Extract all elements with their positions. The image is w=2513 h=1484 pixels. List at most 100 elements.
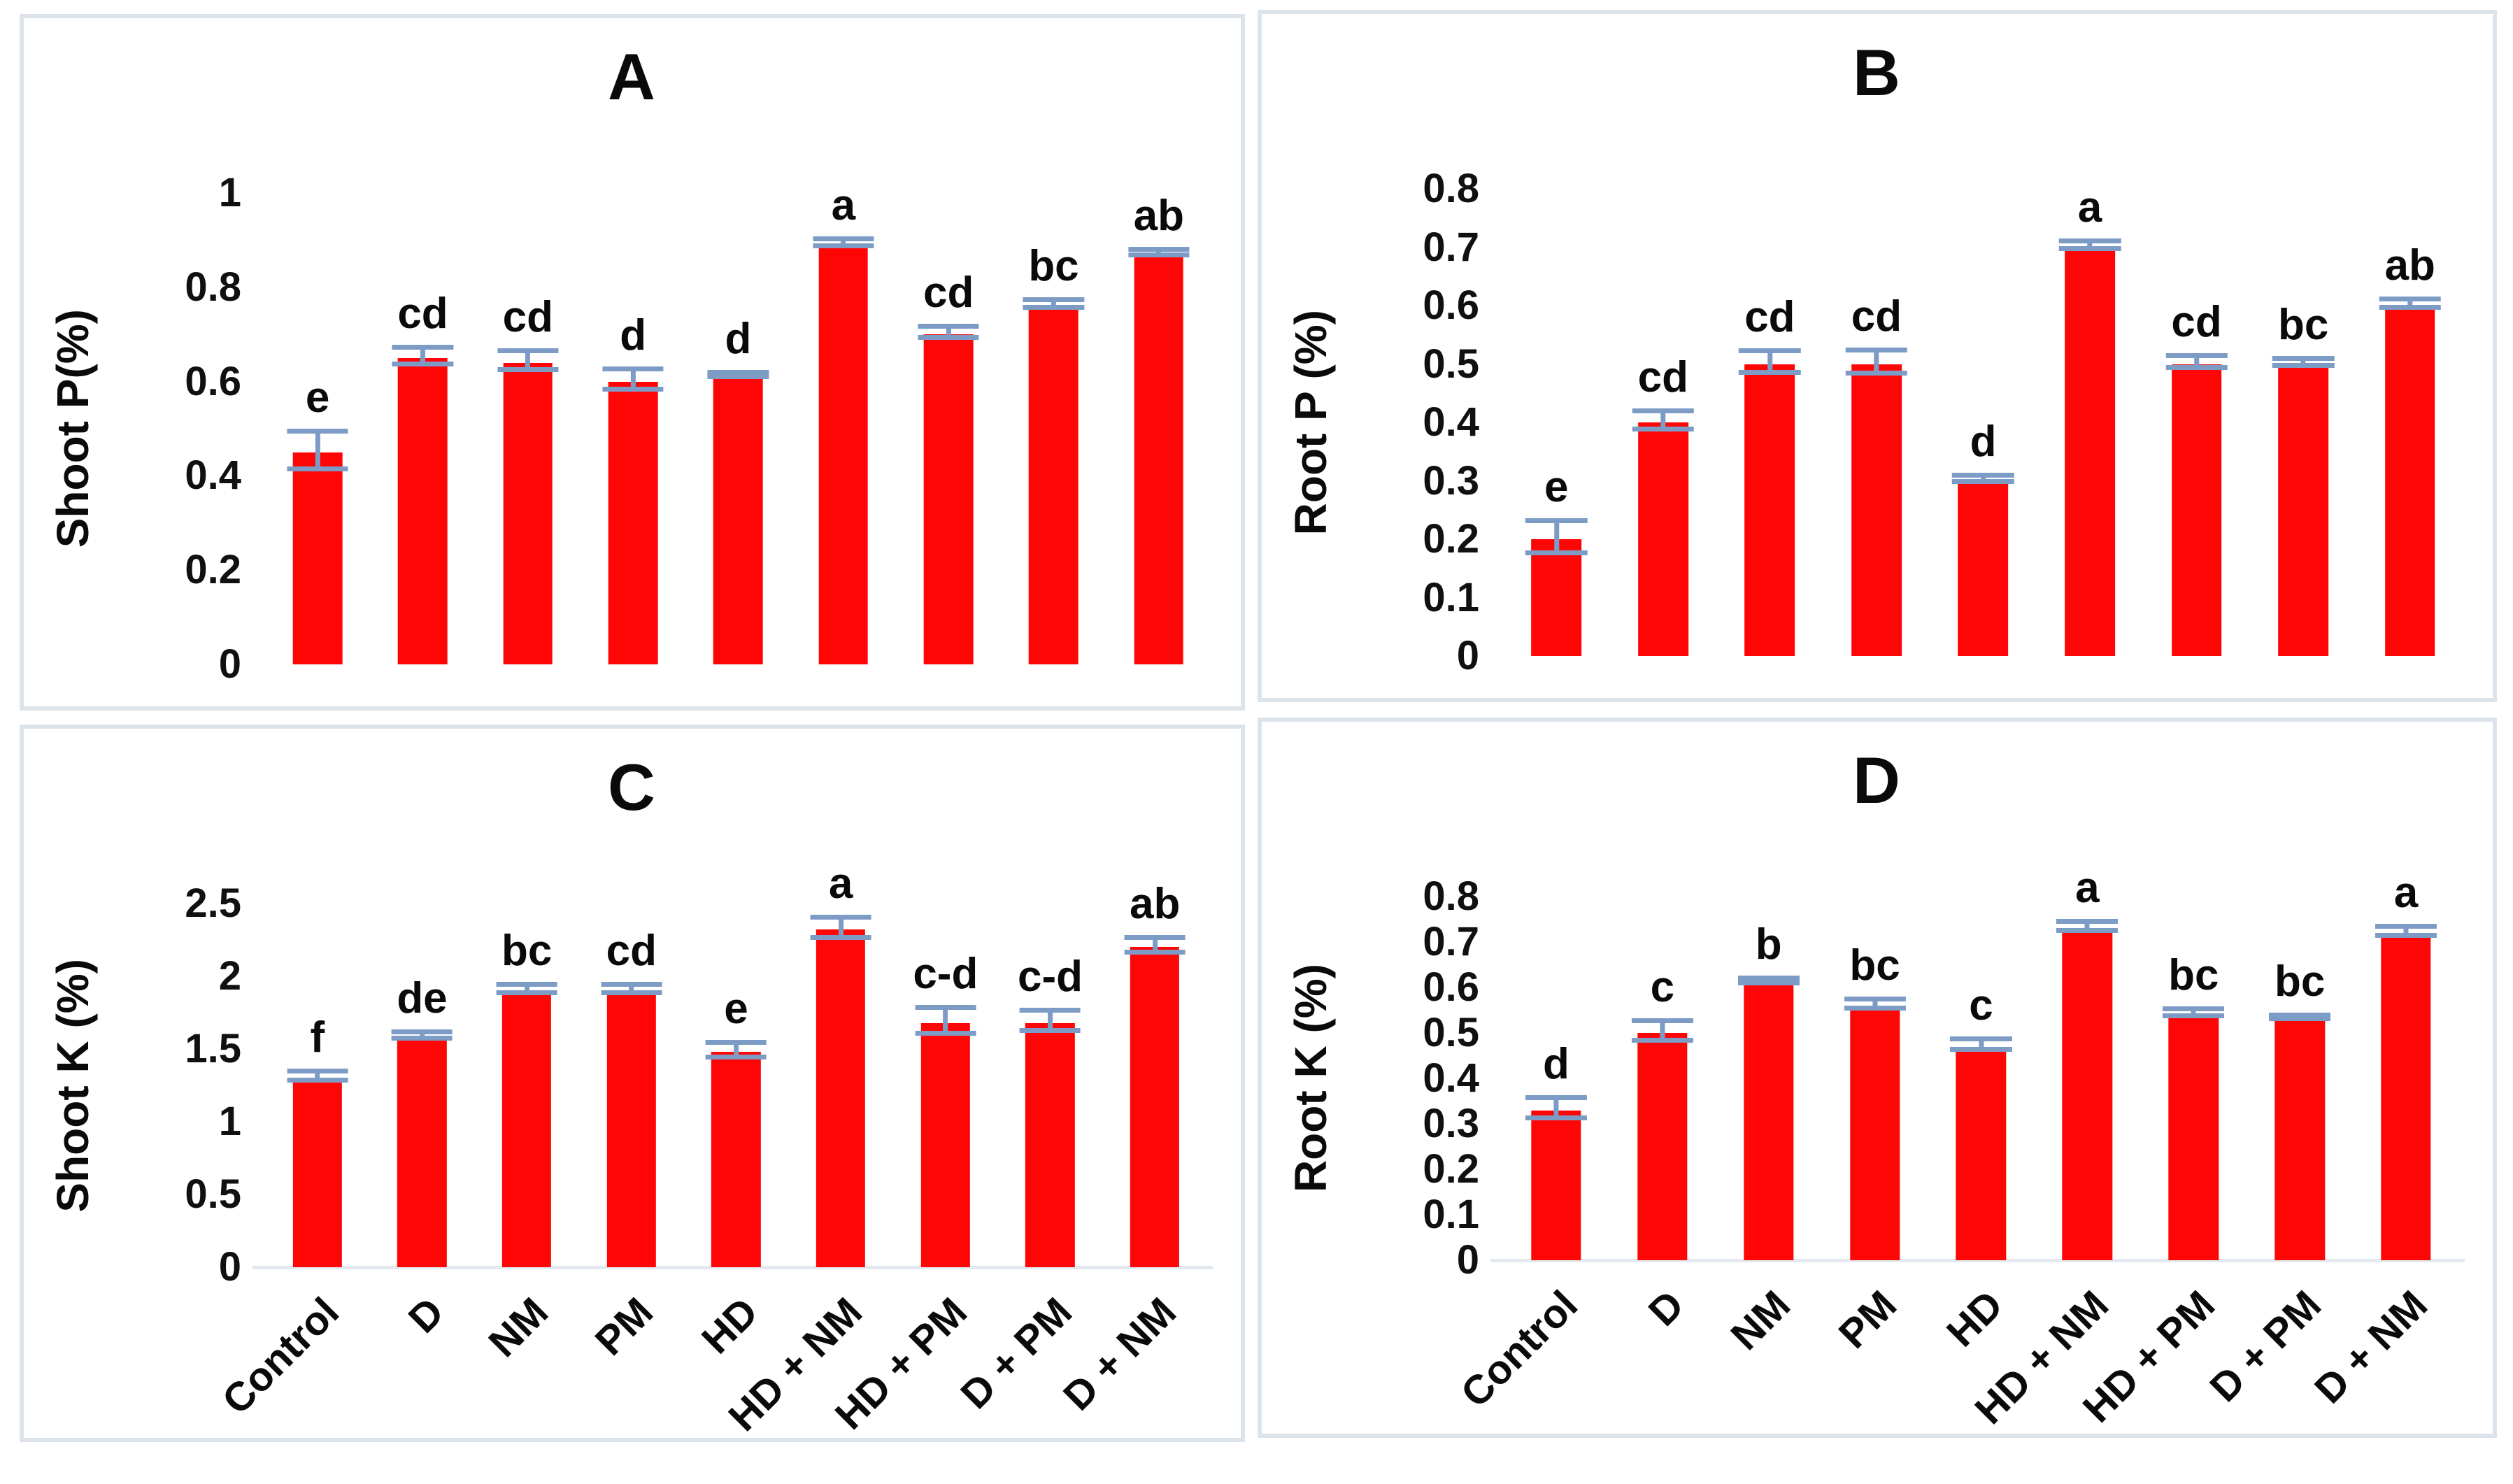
- error-bar-whisker: [2194, 358, 2200, 370]
- bar: [292, 452, 343, 664]
- bar-slot: bc: [1001, 193, 1106, 664]
- significance-letter: c-d: [1017, 953, 1083, 1001]
- y-tick-label: 0: [218, 641, 241, 687]
- bar-slot: e: [265, 193, 370, 664]
- error-bar: [810, 904, 871, 1267]
- bar-slot: c: [1609, 897, 1716, 1260]
- error-bar: [1844, 897, 1906, 1260]
- bar-slot: d: [581, 193, 685, 664]
- bar: [2065, 247, 2115, 656]
- error-bar-whisker: [1553, 1100, 1559, 1120]
- y-tick-label: 1: [218, 1099, 241, 1144]
- bar-slot: a: [2037, 185, 2144, 656]
- error-bar-cap-bottom: [2056, 928, 2119, 933]
- error-bar: [496, 904, 557, 1267]
- error-bar-cap-bottom: [392, 1035, 453, 1041]
- error-bar-cap-bottom: [287, 1077, 348, 1083]
- error-bar-whisker: [420, 349, 425, 367]
- panel-title: D: [1853, 743, 1902, 817]
- y-tick-label: 0.1: [1423, 574, 1479, 620]
- y-axis-title-text: Shoot P(%): [48, 309, 98, 548]
- bar: [2274, 1019, 2325, 1260]
- bar-slot: cd: [1823, 189, 1930, 656]
- error-bar-cap-top: [602, 366, 664, 371]
- error-bar-whisker: [1874, 352, 1879, 376]
- significance-letter: d: [1970, 418, 1997, 466]
- y-tick-label: 0.5: [185, 1171, 241, 1217]
- error-bar-whisker: [315, 433, 320, 471]
- error-bar: [1124, 904, 1186, 1267]
- bar-slot: c: [1928, 897, 2035, 1260]
- error-bar-cap-bottom: [1845, 371, 1908, 376]
- significance-letter: cd: [1637, 353, 1688, 402]
- error-bar: [915, 904, 976, 1267]
- bar-slot: a: [788, 862, 893, 1267]
- bar: [1958, 480, 2009, 656]
- bar-slot: b: [1716, 897, 1822, 1260]
- error-bar-cap-top: [1525, 518, 1588, 523]
- significance-letter: cd: [502, 293, 553, 342]
- error-bar-cap-top: [810, 914, 871, 920]
- bar-slot: cd: [2143, 189, 2250, 656]
- error-bar-whisker: [733, 1044, 739, 1060]
- y-tick-label: 1.5: [185, 1026, 241, 1071]
- x-tick-label: Control: [213, 1289, 348, 1423]
- panel-c: C Shoot K (%) 0 0.5 1 1.5 2 2.5 f de bc cd e a c-d c-…: [20, 725, 1245, 1442]
- error-bar-cap-bottom: [1128, 252, 1190, 257]
- panel-title: B: [1853, 36, 1902, 109]
- error-bar-whisker: [1553, 522, 1559, 556]
- error-bar: [1525, 897, 1587, 1260]
- significance-letter: b: [1755, 920, 1782, 969]
- error-bar-cap-bottom: [496, 990, 557, 996]
- bar: [398, 357, 448, 664]
- significance-letter: e: [1544, 462, 1569, 511]
- chart-plot: 0 0.1 0.2 0.3 0.4 0.5 0.6 0.7 0.8 e cd cd cd d a cd bc ab: [1423, 169, 2463, 676]
- error-bar-whisker: [1978, 1041, 1984, 1053]
- error-bar-whisker: [1660, 413, 1666, 431]
- y-tick-label: 0.6: [1423, 964, 1479, 1010]
- x-axis-line: [1490, 1259, 2465, 1262]
- error-bar-whisker: [943, 1009, 948, 1036]
- y-axis-title-text: Root P (%): [1286, 309, 1336, 536]
- error-bar-whisker: [525, 353, 531, 373]
- error-bar: [1631, 897, 1693, 1260]
- significance-letter: ab: [1129, 880, 1181, 928]
- bar-slot: c-d: [998, 904, 1103, 1267]
- significance-letter: ab: [1133, 191, 1184, 240]
- bar: [713, 376, 763, 664]
- error-bar-cap-top: [1845, 347, 1908, 352]
- y-axis-title: Shoot P(%): [41, 193, 105, 664]
- error-bar-cap-bottom: [1525, 1115, 1587, 1120]
- error-bar-cap-top: [1128, 246, 1190, 252]
- error-bar: [2165, 189, 2228, 656]
- significance-letter: a: [2077, 183, 2102, 231]
- y-tick-label: 0.4: [185, 452, 241, 499]
- error-bar-cap-bottom: [2272, 362, 2335, 368]
- bar: [608, 381, 658, 664]
- bar: [1531, 1110, 1581, 1260]
- error-bar-cap-top: [706, 1039, 767, 1045]
- bar: [606, 990, 656, 1267]
- bar-slot: cd: [1716, 189, 1823, 656]
- y-tick-label: 2: [218, 953, 241, 999]
- error-bar-cap-top: [601, 981, 662, 987]
- error-bar-cap-top: [2272, 355, 2335, 361]
- panel-b: B Root P (%) 0 0.1 0.2 0.3 0.4 0.5 0.6 0.7 0.8 e c…: [1258, 10, 2497, 702]
- error-bar-cap-top: [392, 344, 454, 350]
- error-bar: [1020, 904, 1081, 1267]
- bar-slot: e: [684, 904, 789, 1267]
- bar-slot: cd: [896, 193, 1001, 664]
- error-bar-cap-bottom: [1844, 1005, 1906, 1011]
- bar-slot: bc: [2140, 897, 2247, 1260]
- error-bar-cap-bottom: [813, 243, 874, 248]
- error-bar-cap-bottom: [915, 1031, 976, 1036]
- error-bar-cap-top: [1844, 996, 1906, 1001]
- significance-letter: f: [310, 1013, 325, 1062]
- y-tick-label: 0.1: [1423, 1192, 1479, 1237]
- bar-slot: a: [2034, 866, 2140, 1260]
- bar-slot: bc: [2247, 897, 2353, 1260]
- bar: [1849, 1006, 1900, 1260]
- error-bar-cap-bottom: [1525, 550, 1588, 556]
- bar: [818, 245, 869, 664]
- y-tick-label: 0.7: [1423, 919, 1479, 964]
